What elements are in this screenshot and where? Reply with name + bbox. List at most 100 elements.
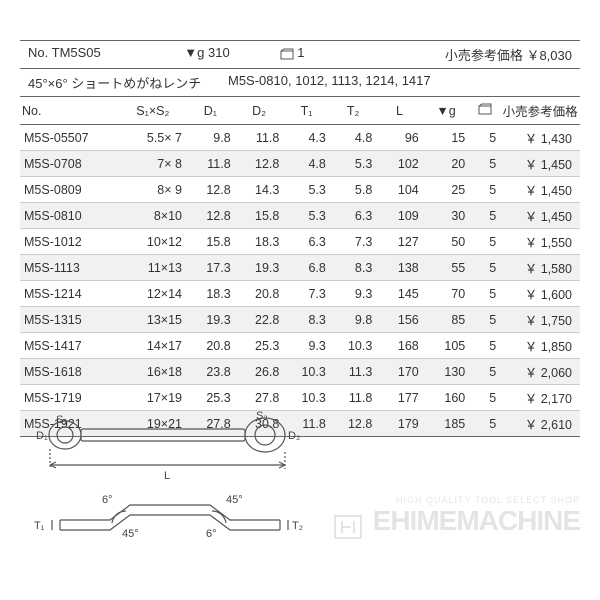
cell-t2: 5.8 [330,177,376,203]
spec-table: No. S₁×S₂ D₁ D₂ T₁ T₂ L ▼g 小売参考価格 M5S-05… [20,97,580,437]
watermark-brand: EHIMEMACHINE [373,505,580,536]
cell-box: 5 [469,177,500,203]
cell-d2: 12.8 [235,151,284,177]
col-box [469,97,500,125]
table-row: M5S-121412×1418.320.87.39.3145705￥ 1,600 [20,281,580,307]
watermark-tagline: HIGH QUALITY TOOL SELECT SHOP [333,495,580,505]
lbl-s1: S₁ [56,414,67,426]
cell-d1: 23.8 [186,359,235,385]
cell-d1: 19.3 [186,307,235,333]
table-header-row: No. S₁×S₂ D₁ D₂ T₁ T₂ L ▼g 小売参考価格 [20,97,580,125]
cell-g: 15 [423,125,469,151]
shop-watermark: HIGH QUALITY TOOL SELECT SHOP EHIMEMACHI… [333,495,580,540]
product-header: No. TM5S05 ▼g 310 1 小売参考価格 ￥8,030 [20,40,580,69]
cell-price: ￥ 1,550 [500,229,580,255]
col-t2: T₂ [330,97,376,125]
cell-t1: 6.3 [283,229,329,255]
table-row: M5S-08108×1012.815.85.36.3109305￥ 1,450 [20,203,580,229]
table-row: M5S-141714×1720.825.39.310.31681055￥ 1,8… [20,333,580,359]
cell-l: 145 [376,281,422,307]
cell-t1: 5.3 [283,177,329,203]
cell-t1: 6.8 [283,255,329,281]
cell-l: 177 [376,385,422,411]
cell-g: 25 [423,177,469,203]
cell-box: 5 [469,229,500,255]
cell-price: ￥ 1,430 [500,125,580,151]
table-row: M5S-131513×1519.322.88.39.8156855￥ 1,750 [20,307,580,333]
product-weight: ▼g 310 [152,45,262,64]
product-description: 45°×6° ショートめがねレンチ [22,73,222,92]
cell-price: ￥ 1,450 [500,203,580,229]
cell-l: 168 [376,333,422,359]
cell-s: 16×18 [120,359,186,385]
cell-t2: 10.3 [330,333,376,359]
cell-no: M5S-0810 [20,203,120,229]
cell-d1: 17.3 [186,255,235,281]
lbl-a6-r: 6° [206,528,217,540]
cell-t2: 5.3 [330,151,376,177]
table-row: M5S-08098× 912.814.35.35.8104255￥ 1,450 [20,177,580,203]
cell-t1: 4.8 [283,151,329,177]
product-no: No. TM5S05 [22,45,152,64]
cell-t2: 4.8 [330,125,376,151]
table-row: M5S-055075.5× 79.811.84.34.896155￥ 1,430 [20,125,580,151]
cell-box: 5 [469,125,500,151]
col-d2: D₂ [235,97,284,125]
lbl-t1: T₁ [34,520,45,532]
cell-no: M5S-1315 [20,307,120,333]
cell-box: 5 [469,307,500,333]
cell-price: ￥ 1,450 [500,177,580,203]
cell-s: 10×12 [120,229,186,255]
weight-symbol: ▼g [184,45,204,60]
cell-price: ￥ 2,170 [500,385,580,411]
cell-price: ￥ 1,850 [500,333,580,359]
lbl-d2: D₂ [288,430,300,442]
cell-d2: 25.3 [235,333,284,359]
cell-s: 5.5× 7 [120,125,186,151]
cell-d2: 22.8 [235,307,284,333]
cell-t2: 9.3 [330,281,376,307]
cell-d1: 9.8 [186,125,235,151]
cell-t2: 7.3 [330,229,376,255]
cell-t1: 9.3 [283,333,329,359]
cell-price: ￥ 2,060 [500,359,580,385]
cell-box: 5 [469,385,500,411]
product-models: M5S-0810, 1012, 1113, 1214, 1417 [222,73,578,92]
box-icon [478,103,492,115]
lbl-l: L [164,470,170,482]
cell-l: 104 [376,177,422,203]
cell-l: 170 [376,359,422,385]
col-l: L [376,97,422,125]
cell-box: 5 [469,411,500,437]
cell-d1: 15.8 [186,229,235,255]
lbl-t2: T₂ [292,520,303,532]
cell-l: 102 [376,151,422,177]
cell-g: 55 [423,255,469,281]
no-value: TM5S05 [52,45,101,60]
price-value: ￥8,030 [526,48,572,63]
box-icon [280,48,294,60]
cell-no: M5S-1113 [20,255,120,281]
no-label: No. [28,45,48,60]
cell-d2: 14.3 [235,177,284,203]
cell-t1: 7.3 [283,281,329,307]
cell-t2: 8.3 [330,255,376,281]
cell-d1: 12.8 [186,177,235,203]
lbl-d1: D₁ [36,430,48,442]
box-value: 1 [297,45,304,60]
cell-d2: 11.8 [235,125,284,151]
cell-l: 179 [376,411,422,437]
cell-d1: 12.8 [186,203,235,229]
lbl-a6-l: 6° [102,494,113,506]
cell-d1: 11.8 [186,151,235,177]
cell-t1: 5.3 [283,203,329,229]
cell-s: 7× 8 [120,151,186,177]
table-row: M5S-07087× 811.812.84.85.3102205￥ 1,450 [20,151,580,177]
cell-price: ￥ 2,610 [500,411,580,437]
product-subline: 45°×6° ショートめがねレンチ M5S-0810, 1012, 1113, … [20,69,580,97]
col-d1: D₁ [186,97,235,125]
cell-no: M5S-1012 [20,229,120,255]
cell-l: 96 [376,125,422,151]
cell-d2: 26.8 [235,359,284,385]
cell-t2: 11.8 [330,385,376,411]
